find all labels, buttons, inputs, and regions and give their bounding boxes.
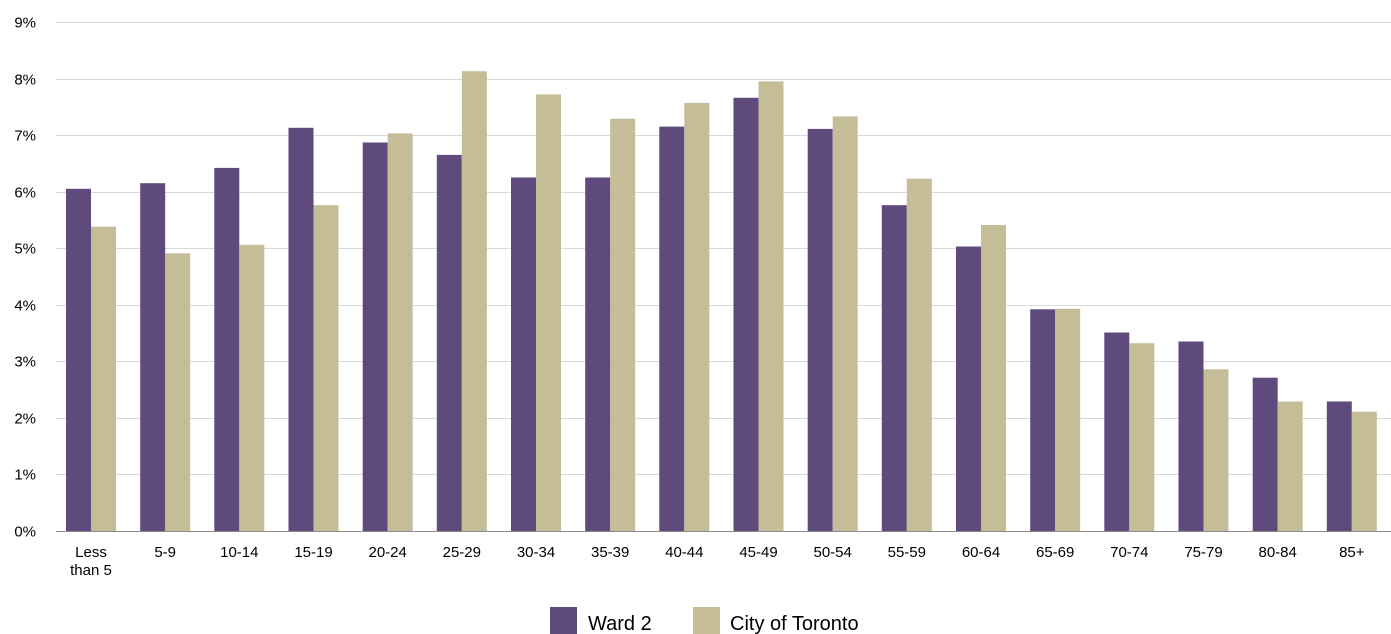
x-tick-label: 65-69: [1036, 544, 1074, 561]
x-tick-label: 70-74: [1110, 544, 1148, 561]
bar-series-2: [684, 102, 710, 532]
bar-series-2: [981, 225, 1006, 531]
x-tick-label: 50-54: [814, 544, 852, 561]
x-tick-label: 10-14: [220, 544, 258, 561]
bar-series-1: [881, 205, 907, 531]
y-tick-label: 5%: [14, 241, 36, 258]
legend: Ward 2 City of Toronto: [550, 607, 859, 634]
y-tick-label: 0%: [14, 524, 36, 541]
bar-series-1: [511, 177, 536, 531]
x-tick-label: Less than 5: [70, 544, 112, 579]
bar-series-1: [436, 154, 462, 531]
bar-series-2: [461, 71, 487, 531]
x-tick-label: 5-9: [154, 544, 176, 561]
x-tick-label: 85+: [1339, 544, 1365, 561]
bar-series-2: [91, 226, 116, 531]
y-tick-label: 8%: [14, 72, 36, 89]
bar-series-2: [610, 118, 636, 531]
bar-series-2: [1055, 308, 1081, 531]
x-tick-label: 25-29: [443, 544, 481, 561]
legend-swatch: [550, 607, 577, 634]
x-tick-label: 55-59: [888, 544, 926, 561]
bar-series-2: [313, 205, 339, 531]
bar-series-1: [1178, 341, 1204, 531]
bar-series-1: [956, 246, 981, 531]
bar-series-1: [1252, 377, 1278, 531]
bar-series-1: [659, 126, 685, 531]
bar-series-1: [288, 127, 314, 532]
bar-series-1: [362, 142, 388, 531]
bar-series-2: [1351, 411, 1377, 531]
x-tick-label: 35-39: [591, 544, 629, 561]
bar-series-2: [1129, 343, 1155, 531]
x-tick-label: 80-84: [1259, 544, 1297, 561]
x-tick-label: 75-79: [1184, 544, 1222, 561]
x-tick-label: 60-64: [962, 544, 1000, 561]
x-tick-label: 40-44: [665, 544, 703, 561]
x-tick-label: 15-19: [294, 544, 332, 561]
y-tick-label: 6%: [14, 185, 36, 202]
bar-series-1: [1030, 309, 1056, 531]
gridlines: [56, 22, 1391, 475]
bar-series-1: [1326, 401, 1352, 531]
bar-series-1: [214, 167, 240, 531]
bar-series-2: [1203, 369, 1229, 531]
y-tick-label: 1%: [14, 467, 36, 484]
x-axis-tick-labels: Less than 5 5-9 10-14 15-19 20-24 25-29 30-34 35…: [70, 544, 1365, 579]
bar-series-2: [832, 116, 858, 532]
legend-label: Ward 2: [588, 613, 652, 634]
y-tick-label: 4%: [14, 298, 36, 315]
bar-series-2: [239, 244, 265, 532]
bars: [66, 71, 1377, 532]
x-tick-label: 45-49: [739, 544, 777, 561]
bar-series-1: [733, 97, 759, 532]
bar-series-2: [758, 81, 784, 532]
x-tick-label: 20-24: [369, 544, 407, 561]
y-axis-tick-labels: 0% 1% 2% 3% 4% 5% 6% 7% 8% 9%: [14, 15, 36, 541]
legend-label: City of Toronto: [730, 613, 859, 634]
bar-series-1: [585, 177, 611, 531]
bar-series-1: [807, 128, 833, 531]
x-tick-label: 30-34: [517, 544, 555, 561]
y-tick-label: 3%: [14, 354, 36, 371]
bar-series-2: [387, 133, 413, 531]
bar-series-1: [1104, 332, 1130, 531]
bar-series-1: [66, 188, 91, 532]
legend-swatch: [693, 607, 720, 634]
y-tick-label: 2%: [14, 411, 36, 428]
y-tick-label: 9%: [14, 15, 36, 32]
bar-series-1: [140, 183, 166, 531]
bar-series-2: [906, 178, 932, 531]
bar-series-2: [1277, 401, 1303, 531]
bar-series-2: [536, 94, 561, 532]
y-tick-label: 7%: [14, 128, 36, 145]
bar-series-2: [165, 253, 191, 532]
